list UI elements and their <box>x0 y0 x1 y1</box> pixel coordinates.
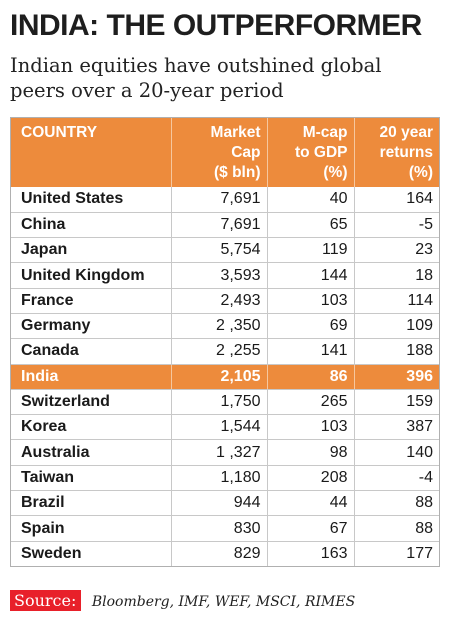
market-cap-cell: 829 <box>170 541 267 567</box>
mcap-to-gdp-cell: 163 <box>266 541 354 567</box>
source-text: Bloomberg, IMF, WEF, MSCI, RIMES <box>91 594 356 610</box>
mcap-to-gdp-cell: 208 <box>266 465 354 492</box>
mcap-to-gdp-cell: 86 <box>266 364 354 390</box>
returns-cell: -4 <box>353 465 439 492</box>
column-header-country: COUNTRY <box>11 118 171 187</box>
table-row: Australia 1 ,327 98 140 <box>11 439 439 466</box>
market-cap-cell: 1,750 <box>170 389 267 416</box>
returns-cell: 114 <box>353 288 439 314</box>
returns-cell: 159 <box>353 389 439 416</box>
mcap-to-gdp-cell: 65 <box>266 212 354 239</box>
mcap-to-gdp-cell: 40 <box>266 187 354 213</box>
country-cell: Taiwan <box>11 465 171 492</box>
column-header-market-cap: Market Cap ($ bln) <box>170 118 267 187</box>
table-row: France 2,493 103 114 <box>11 288 439 314</box>
country-cell: India <box>11 364 171 390</box>
returns-cell: 109 <box>353 313 439 340</box>
mcap-to-gdp-cell: 98 <box>266 439 354 466</box>
header-line: returns <box>379 144 433 161</box>
market-cap-cell: 830 <box>170 515 267 542</box>
market-cap-cell: 2,105 <box>170 364 267 390</box>
header-line: 20 year <box>379 124 433 141</box>
country-cell: Brazil <box>11 490 171 517</box>
header-line: Market <box>210 124 261 141</box>
mcap-to-gdp-cell: 144 <box>266 262 354 289</box>
mcap-to-gdp-cell: 103 <box>266 414 354 441</box>
table-row: Sweden 829 163 177 <box>11 541 439 567</box>
country-cell: Germany <box>11 313 171 340</box>
returns-cell: 164 <box>353 187 439 213</box>
mcap-to-gdp-cell: 141 <box>266 338 354 365</box>
table-row: Switzerland 1,750 265 159 <box>11 389 439 416</box>
header-line: to GDP <box>294 144 348 161</box>
returns-cell: 188 <box>353 338 439 365</box>
country-cell: Sweden <box>21 545 82 563</box>
market-cap-cell: 1 ,327 <box>170 439 267 466</box>
country-cell: China <box>11 212 171 239</box>
table-row: India 2,105 86 396 <box>11 364 439 390</box>
header-line: ($ bln) <box>214 164 261 181</box>
mcap-to-gdp-cell: 265 <box>266 389 354 416</box>
returns-cell: 177 <box>353 541 439 567</box>
column-header-mcap-to-gdp: M-cap to GDP (%) <box>266 118 354 187</box>
returns-cell: 387 <box>353 414 439 441</box>
country-cell: Canada <box>11 338 171 365</box>
mcap-to-gdp-cell: 103 <box>266 288 354 314</box>
mcap-to-gdp-cell: 69 <box>266 313 354 340</box>
header-line: (%) <box>323 164 348 181</box>
returns-cell: 18 <box>353 262 439 289</box>
market-cap-cell: 7,691 <box>170 212 267 239</box>
table-row: United Kingdom 3,593 144 18 <box>11 262 439 289</box>
mcap-to-gdp-cell: 44 <box>266 490 354 517</box>
country-cell: Japan <box>11 237 171 264</box>
market-cap-cell: 1,180 <box>170 465 267 492</box>
subtitle: Indian equities have outshined global pe… <box>10 54 382 102</box>
market-cap-cell: 7,691 <box>170 187 267 213</box>
table-row: Taiwan 1,180 208 -4 <box>11 465 439 492</box>
table-row: Germany 2 ,350 69 109 <box>11 313 439 340</box>
market-cap-cell: 2 ,350 <box>170 313 267 340</box>
market-cap-cell: 3,593 <box>170 262 267 289</box>
market-cap-cell: 2,493 <box>170 288 267 314</box>
country-cell: United States <box>11 187 171 213</box>
returns-cell: 140 <box>353 439 439 466</box>
market-cap-cell: 944 <box>170 490 267 517</box>
returns-cell: 88 <box>353 515 439 542</box>
data-table: COUNTRY Market Cap ($ bln) M-cap to GDP … <box>10 117 440 568</box>
table-row: Japan 5,754 119 23 <box>11 237 439 264</box>
returns-cell: 396 <box>353 364 439 390</box>
page-title: INDIA: THE OUTPERFORMER <box>10 9 422 42</box>
returns-cell: 23 <box>353 237 439 264</box>
market-cap-cell: 2 ,255 <box>170 338 267 365</box>
mcap-to-gdp-cell: 119 <box>266 237 354 264</box>
table-row: Brazil 944 44 88 <box>11 490 439 517</box>
market-cap-cell: 5,754 <box>170 237 267 264</box>
country-cell: Spain <box>11 515 171 542</box>
column-header-20-year-returns: 20 year returns (%) <box>353 118 439 187</box>
returns-cell: -5 <box>353 212 439 239</box>
country-cell: Australia <box>11 439 171 466</box>
source-note: Source: Bloomberg, IMF, WEF, MSCI, RIMES <box>10 590 356 611</box>
table-row: United States 7,691 40 164 <box>11 187 439 213</box>
table-row: Korea 1,544 103 387 <box>11 414 439 441</box>
header-line: COUNTRY <box>21 124 98 141</box>
country-cell: Switzerland <box>11 389 171 416</box>
table-header-row: COUNTRY Market Cap ($ bln) M-cap to GDP … <box>11 118 439 187</box>
header-line: M-cap <box>302 124 348 141</box>
source-label: Source: <box>10 590 82 611</box>
table-row: Canada 2 ,255 141 188 <box>11 338 439 365</box>
table-row: Spain 830 67 88 <box>11 515 439 542</box>
header-line: (%) <box>408 164 433 181</box>
header-line: Cap <box>231 144 261 161</box>
country-cell: Korea <box>11 414 171 441</box>
returns-cell: 88 <box>353 490 439 517</box>
table-row: China 7,691 65 -5 <box>11 212 439 239</box>
mcap-to-gdp-cell: 67 <box>266 515 354 542</box>
country-cell: France <box>11 288 171 314</box>
market-cap-cell: 1,544 <box>170 414 267 441</box>
country-cell: United Kingdom <box>11 262 171 289</box>
table-body: United States 7,691 40 164 China 7,691 65 -5 Jap… <box>11 187 439 567</box>
